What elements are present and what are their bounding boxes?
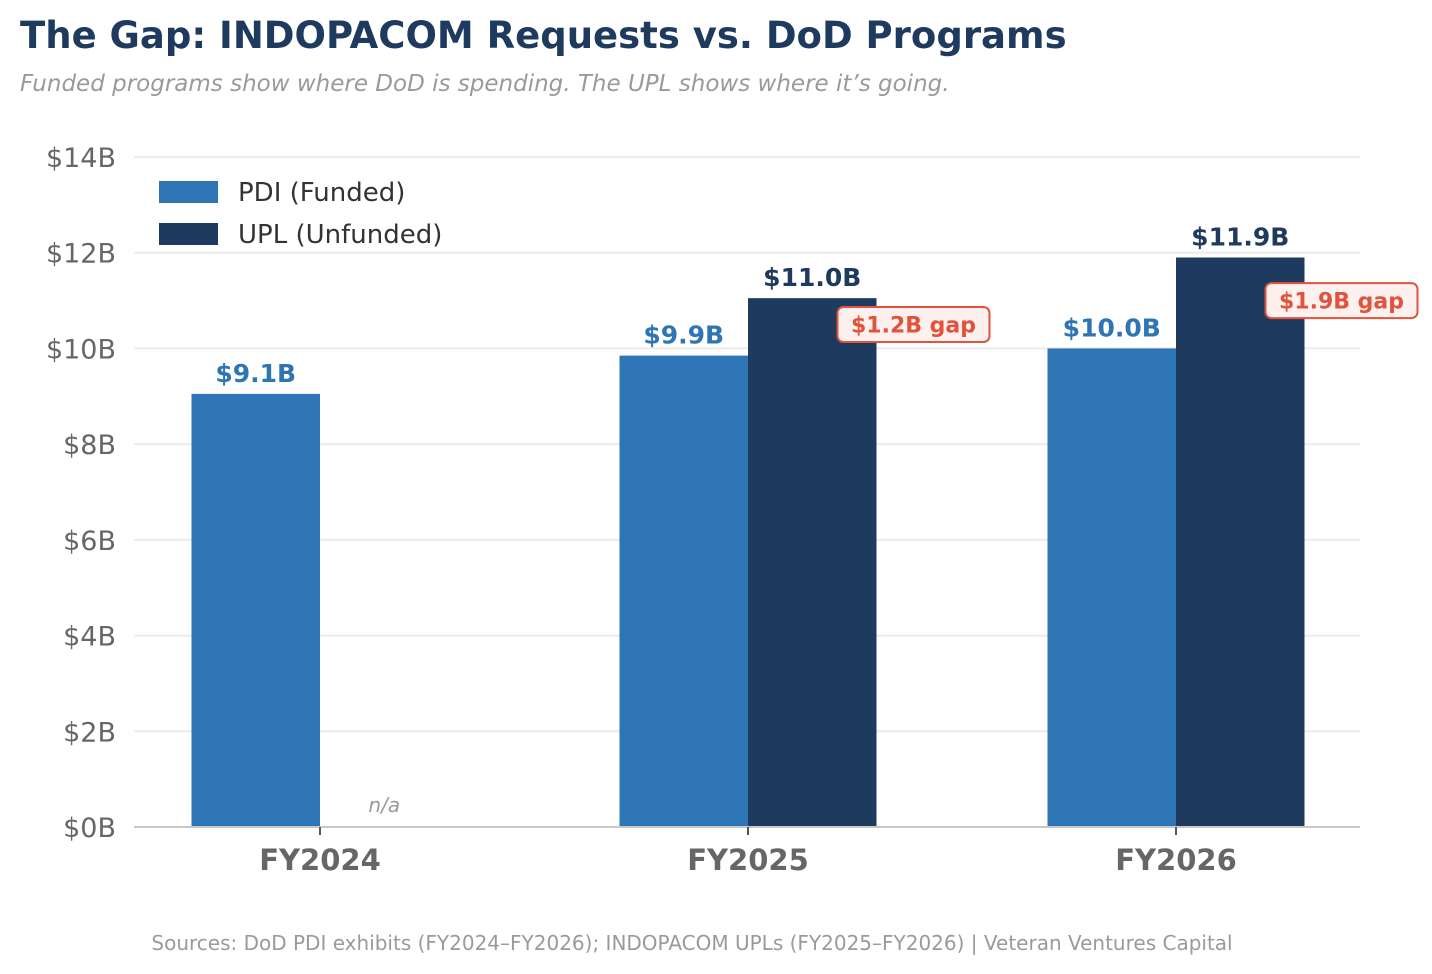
source-footer: Sources: DoD PDI exhibits (FY2024–FY2026… bbox=[151, 931, 1233, 955]
bar-pdi-fy2026 bbox=[1047, 348, 1176, 827]
gap-annotation-label: $1.2B gap bbox=[851, 314, 976, 339]
x-axis: FY2024 FY2025 FY2026 bbox=[134, 826, 1360, 877]
gap-annotation-label: $1.9B gap bbox=[1279, 290, 1404, 315]
y-tick-label: $14B bbox=[46, 143, 116, 174]
bars bbox=[191, 257, 1305, 827]
y-tick-label: $2B bbox=[63, 717, 116, 748]
bar-value-label: $9.1B bbox=[215, 359, 296, 388]
chart-title: The Gap: INDOPACOM Requests vs. DoD Prog… bbox=[20, 14, 1067, 57]
legend-label: PDI (Funded) bbox=[238, 178, 405, 208]
legend: PDI (Funded) UPL (Unfunded) bbox=[159, 178, 442, 250]
y-tick-label: $0B bbox=[63, 813, 116, 844]
y-tick-label: $8B bbox=[63, 430, 116, 461]
y-axis-ticks: $0B $2B $4B $6B $8B $10B $12B $14B bbox=[46, 143, 116, 844]
bar-value-label: $11.9B bbox=[1191, 223, 1289, 252]
legend-label: UPL (Unfunded) bbox=[238, 220, 442, 250]
gap-annotation-box bbox=[836, 306, 991, 343]
y-tick-label: $6B bbox=[63, 526, 116, 557]
legend-swatch-pdi bbox=[159, 181, 218, 203]
y-tick-label: $12B bbox=[46, 239, 116, 270]
y-tick-label: $10B bbox=[46, 334, 116, 365]
bar-upl-fy2025 bbox=[748, 298, 877, 827]
x-category-label: FY2024 bbox=[259, 843, 381, 877]
chart-subtitle: Funded programs show where DoD is spendi… bbox=[20, 71, 950, 97]
gap-annotation-box bbox=[1264, 282, 1419, 320]
bar-pdi-fy2025 bbox=[619, 355, 748, 827]
legend-swatch-upl bbox=[159, 223, 218, 245]
bar-pdi-fy2024 bbox=[191, 393, 320, 827]
bar-value-label: $11.0B bbox=[763, 263, 861, 292]
y-tick-label: $4B bbox=[63, 622, 116, 653]
x-category-label: FY2026 bbox=[1115, 843, 1237, 877]
bar-upl-fy2026 bbox=[1176, 257, 1305, 827]
data-labels: $9.1B $9.9B $10.0B n/a $11.0B $11.9B $1.2B gap… bbox=[215, 223, 1419, 817]
x-category-label: FY2025 bbox=[687, 843, 809, 877]
bar-value-label: $9.9B bbox=[643, 321, 724, 350]
na-label: n/a bbox=[368, 793, 400, 817]
bar-value-label: $10.0B bbox=[1063, 313, 1161, 342]
